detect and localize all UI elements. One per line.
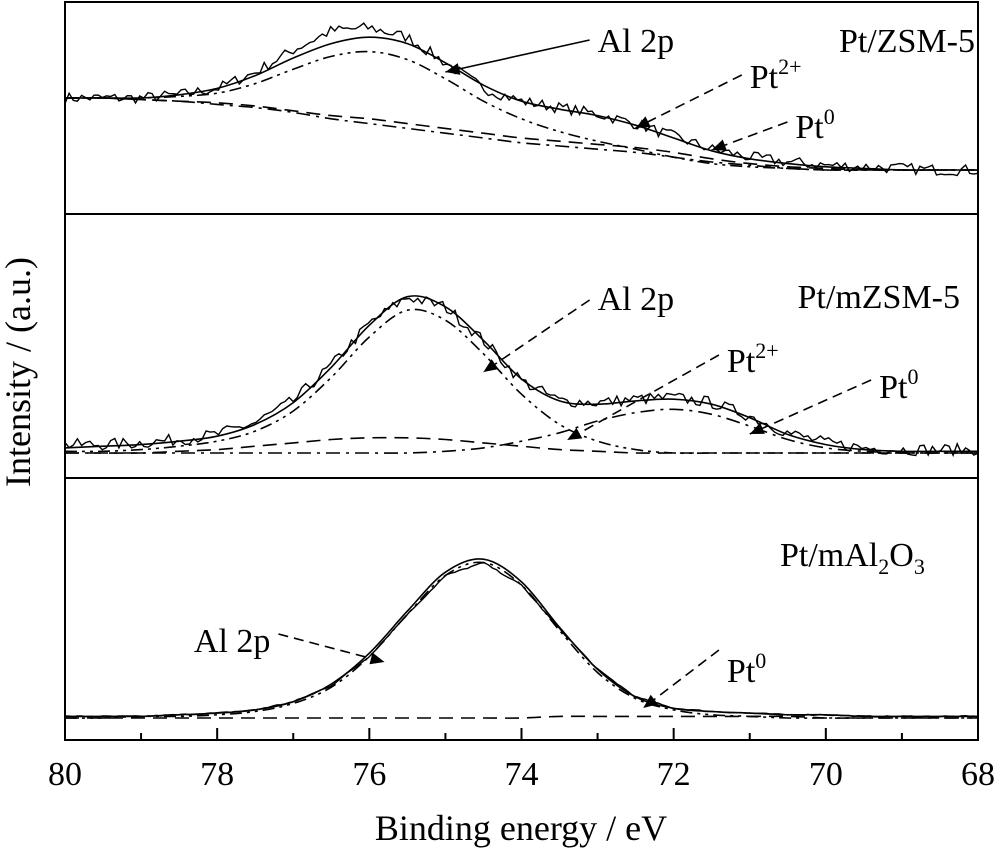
annotation-arrowhead: [483, 359, 499, 372]
annotations-layer: Al 2p Pt2+ Pt0 Al 2p Pt2+ Pt0 Al 2p Pt0: [194, 23, 918, 709]
label-mid: O: [889, 537, 914, 574]
x-tick-label: 80: [48, 756, 82, 793]
label-main: Pt/mAl: [780, 537, 878, 574]
panel-2-series: [64, 295, 979, 458]
series-al-2p-p2: [64, 308, 978, 455]
panel-label-pt-zsm5: Pt/ZSM-5: [839, 23, 975, 60]
series-layer: [64, 22, 979, 719]
annotation-arrowhead: [711, 139, 727, 151]
x-axis-title: Binding energy / eV: [375, 808, 667, 848]
panel-3-series: [64, 558, 979, 719]
annotation-leader: [278, 633, 385, 663]
series-envelope-p2: [64, 295, 978, 453]
series-envelope-p3: [65, 558, 978, 718]
annotation-label: Al 2p: [598, 23, 675, 60]
annotation-label: Pt0: [727, 648, 766, 690]
annotation-label: Pt2+: [750, 54, 802, 96]
series-pt0-p1: [64, 97, 978, 171]
annotation-leader: [445, 39, 590, 73]
x-tick-label: 78: [200, 756, 234, 793]
x-tick-label: 76: [352, 756, 386, 793]
series-experimental-p1: [64, 22, 979, 177]
x-tick-label: 70: [809, 756, 843, 793]
panel-label-pt-mal2o3: Pt/mAl2O3: [780, 537, 925, 579]
x-axis-ticks: 80 78 76 74 72 70 68: [48, 728, 995, 793]
series-envelope-p1: [65, 36, 978, 171]
annotation-arrowhead: [643, 694, 658, 708]
annotation-leader: [566, 354, 720, 441]
annotation-arrowhead: [749, 422, 765, 434]
x-tick-label: 74: [505, 756, 539, 793]
annotation-leader: [483, 299, 591, 373]
annotation-label: Pt2+: [727, 338, 779, 380]
series-pt2--p1: [64, 97, 978, 171]
x-tick-label: 68: [961, 756, 995, 793]
annotation-label: Pt0: [879, 364, 918, 406]
series-pt0-p2: [65, 408, 978, 454]
series-experimental-p2: [64, 296, 979, 458]
annotation-label: Al 2p: [598, 281, 675, 318]
annotation-label: Pt0: [795, 104, 834, 146]
annotation-label: Al 2p: [194, 623, 271, 660]
series-pt0-p3: [65, 715, 978, 719]
annotation-leader: [635, 74, 743, 129]
panel-1-series: [64, 22, 979, 177]
annotation-arrowhead: [567, 427, 583, 440]
annotation-leader: [749, 379, 872, 435]
label-sub2: 3: [914, 554, 925, 579]
series-pt2--p2: [65, 436, 978, 454]
annotation-arrowhead: [445, 63, 461, 75]
annotation-leader: [642, 649, 720, 709]
label-sub1: 2: [878, 554, 889, 579]
annotation-arrowhead: [369, 652, 385, 665]
panel-label-pt-mzsm5: Pt/mZSM-5: [798, 279, 960, 316]
x-tick-label: 72: [657, 756, 691, 793]
y-axis-title: Intensity / (a.u.): [0, 257, 38, 487]
series-al-2p-p1: [65, 50, 978, 171]
annotation-arrowhead: [635, 116, 651, 128]
